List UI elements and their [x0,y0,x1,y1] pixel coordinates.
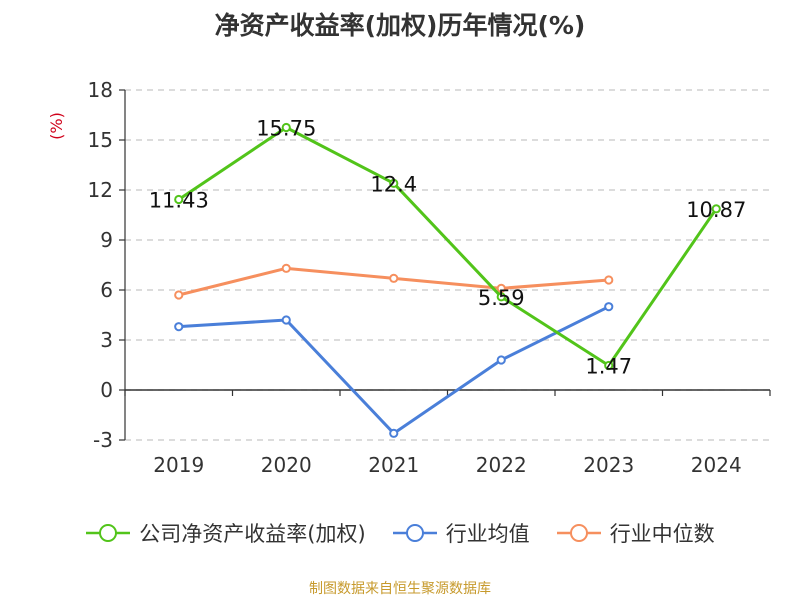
series-0-point-2021 [389,178,399,188]
series-0-point-2023 [604,360,614,371]
y-tick-label--3: -3 [93,428,113,452]
x-tick-label-2023: 2023 [583,453,634,477]
series-line-0 [177,126,718,367]
data-label-2024: 10.87 [686,198,746,222]
series-0-point-2022 [496,292,506,302]
grid-layer [125,89,770,441]
legend-item-industry-mean[interactable]: 行业均值 [392,518,530,548]
label-layer: 11.43 15.75 12.4 5.59 1.47 10.87 [149,117,747,379]
y-tick-label-18: 18 [88,78,113,102]
series-0-point-2019 [174,194,184,205]
y-tick-label-6: 6 [100,278,113,302]
data-label-2022: 5.59 [478,286,525,310]
legend-symbol-industry-median [556,524,601,542]
legend-symbol-company [86,524,131,542]
legend-symbol-industry-mean [392,524,437,542]
legend-item-industry-median[interactable]: 行业中位数 [556,518,715,548]
series-2-point-2022 [496,283,506,293]
data-label-2019: 11.43 [149,189,209,213]
x-tick-label-2021: 2021 [368,453,419,477]
series-layer [174,122,721,438]
source-note: 制图数据来自恒生聚源数据库 [309,581,491,597]
series-1-point-2020 [281,315,291,325]
series-1-point-2023 [604,302,614,312]
series-2-point-2021 [389,273,399,283]
series-1-point-2022 [496,355,506,365]
y-tick-label-12: 12 [88,178,113,202]
series-2-point-2019 [174,290,184,300]
series-2-point-2020 [281,263,291,273]
legend-label-industry-median: 行业中位数 [609,522,715,546]
legend-label-company: 公司净资产收益率(加权) [139,522,366,546]
x-tick-label-2020: 2020 [261,453,312,477]
y-tick-label-15: 15 [88,128,113,152]
chart-title: 净资产收益率(加权)历年情况(%) [214,11,586,40]
data-label-2021: 12.4 [370,172,417,196]
x-tick-label-2022: 2022 [476,453,527,477]
x-tick-label-2019: 2019 [153,453,204,477]
data-label-2023: 1.47 [585,355,632,379]
series-2-point-2023 [604,275,614,285]
y-axis-label: (%) [47,112,66,140]
x-tick-label-2024: 2024 [691,453,742,477]
y-tick-label-3: 3 [100,328,113,352]
data-label-2020: 15.75 [256,117,316,141]
axis-layer: -3 0 3 6 9 12 15 18 2019 2020 2021 2022 2023 2024 [88,78,771,477]
legend: 公司净资产收益率(加权) 行业均值 行业中位数 [0,518,800,548]
y-tick-label-9: 9 [100,228,113,252]
series-0-point-2024 [711,204,721,214]
series-1-point-2019 [174,322,184,332]
series-0-point-2020 [281,122,291,133]
y-tick-label-0: 0 [100,378,113,402]
legend-label-industry-mean: 行业均值 [445,522,530,546]
series-1-point-2021 [389,428,399,438]
legend-item-company[interactable]: 公司净资产收益率(加权) [85,518,366,548]
